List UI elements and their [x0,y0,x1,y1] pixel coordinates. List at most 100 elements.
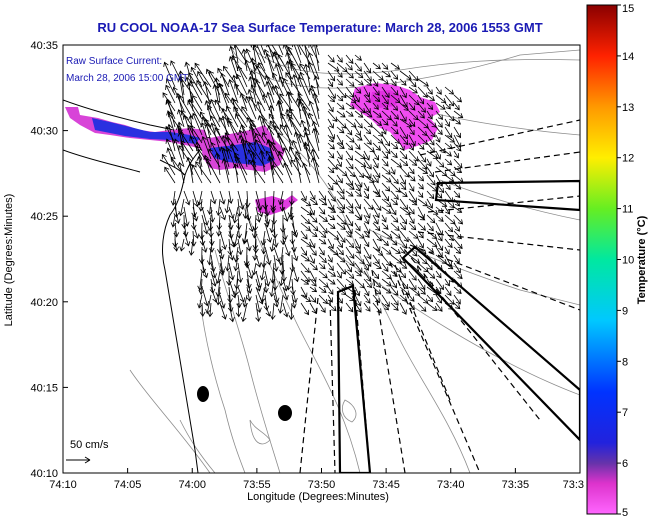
current-vector [336,78,344,86]
current-vector [345,166,356,178]
current-vector [372,270,380,280]
current-vector [300,262,310,274]
current-vector [408,294,415,302]
current-vector [354,110,364,118]
current-vector [381,246,392,255]
current-vector [327,142,335,150]
current-vector [363,238,370,248]
current-vector [399,158,409,167]
current-vector [255,132,266,152]
current-vector [417,238,424,249]
current-vector [408,86,418,94]
current-vector [300,270,310,283]
current-vector [354,222,361,232]
current-vector [187,162,194,184]
current-vector [327,134,334,143]
current-vector [345,70,354,79]
current-vector [177,127,194,152]
current-vector [372,238,381,252]
current-vector [244,190,251,208]
current-vector [372,222,381,232]
current-vector [183,206,190,227]
current-vector [309,222,319,232]
current-vector [327,62,340,72]
current-vector [161,153,176,176]
current-vector [336,86,347,99]
current-vector [435,278,444,291]
x-tick-label: 74:05 [114,479,142,491]
current-vector [272,230,279,248]
current-vector [345,150,353,161]
current-vector [238,134,248,160]
current-vector [247,88,257,112]
current-vector [237,238,243,256]
current-vector [267,45,275,56]
current-vector [381,230,393,239]
current-vector [417,158,428,170]
current-vector [173,238,179,252]
current-vector [264,302,271,317]
current-vector [390,142,399,150]
current-vector [255,206,262,223]
current-vector [209,115,221,136]
current-vector [288,59,302,88]
current-vector [336,110,346,118]
current-vector [372,134,384,144]
current-vector [201,238,208,253]
colorbar-label: Temperature (°C) [636,215,648,304]
current-vector [309,254,316,264]
current-vector [426,94,436,102]
current-vector [390,230,401,239]
current-vector [291,262,300,283]
current-vector [219,230,227,251]
current-vector [363,198,374,211]
current-vector [417,174,425,182]
current-vector [426,294,434,303]
current-vector [327,278,336,285]
current-vector [417,182,424,190]
current-vector [354,102,366,114]
current-vector [268,113,284,136]
current-vector [261,238,267,255]
current-vector [336,190,345,200]
current-vector [444,94,455,107]
current-vector [408,166,415,175]
current-vector [327,198,335,211]
current-vector [197,190,203,206]
current-vector [372,62,381,70]
y-tick-label: 40:10 [30,468,58,480]
current-vector [327,222,336,230]
current-vector [354,54,362,61]
current-vector [282,238,291,257]
current-vector [390,182,401,193]
current-vector [201,206,209,226]
current-vector [354,70,364,79]
colorbar-tick-label: 13 [622,102,634,114]
current-vector [390,118,398,127]
current-vector [390,166,396,175]
current-vector [318,222,328,234]
raw-current-label: Raw Surface Current: [66,56,162,67]
current-vector [372,174,379,184]
current-vector [363,94,371,103]
colorbar-ticks: 15 14 13 12 11 10 9 8 7 6 5 [617,3,634,519]
current-vector [236,198,243,217]
current-vector [453,230,462,240]
current-vector [257,114,266,136]
current-vector [453,286,462,294]
current-vector [165,84,176,104]
current-vector [215,278,222,298]
current-vector [345,102,355,110]
current-vector [444,246,450,255]
x-tick-label: 73:55 [243,479,271,491]
current-vector [237,190,245,210]
current-vector [201,135,212,160]
current-vector [372,158,379,169]
current-vector [310,157,320,184]
current-vector [235,73,248,96]
current-vector [195,161,212,184]
current-vector [283,124,293,152]
current-vector [381,222,389,230]
current-vector [297,45,302,56]
current-vector [188,238,195,256]
